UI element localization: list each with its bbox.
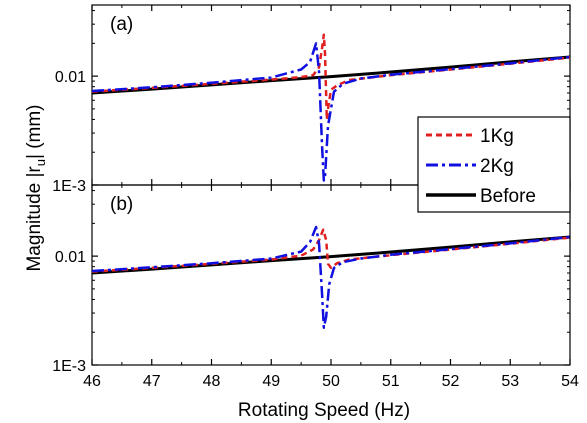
y-axis-label: Magnitude |ru| (mm) (24, 104, 48, 271)
series-line-2kg (92, 225, 570, 329)
series-line-before (92, 55, 570, 95)
series-line-2kg (92, 42, 570, 182)
x-tick-label: 46 (83, 373, 101, 390)
series-layer (92, 33, 570, 182)
x-tick-label: 47 (143, 373, 161, 390)
y-axis-label-end: | (mm) (24, 104, 45, 159)
x-tick-label: 48 (203, 373, 221, 390)
series-layer (92, 225, 570, 329)
panel-label: (b) (110, 194, 133, 215)
panel-b: 0.01 1E-3 (b) (52, 184, 571, 375)
x-tick-label: 51 (382, 373, 400, 390)
y-tick-label: 1E-3 (52, 178, 86, 195)
x-tick-label: 53 (501, 373, 519, 390)
legend-label: Before (480, 186, 536, 207)
panel-label: (a) (110, 14, 133, 35)
legend-label: 1Kg (480, 126, 514, 147)
x-tick-label: 54 (561, 373, 579, 390)
legend: 1Kg 2Kg Before (417, 116, 571, 213)
x-axis: 46 47 48 49 50 51 52 53 54 (83, 373, 579, 390)
y-axis-label-main: Magnitude |r (24, 166, 45, 272)
legend-label: 2Kg (480, 156, 514, 177)
y-tick-label: 1E-3 (52, 358, 86, 375)
x-tick-label: 52 (442, 373, 460, 390)
x-axis-label: Rotating Speed (Hz) (238, 400, 410, 421)
x-tick-label: 49 (262, 373, 280, 390)
y-tick-label: 0.01 (55, 69, 86, 86)
y-axis-label-sub: u (33, 159, 48, 166)
series-line-before (92, 235, 570, 275)
x-tick-label: 50 (322, 373, 340, 390)
y-tick-label: 0.01 (55, 249, 86, 266)
